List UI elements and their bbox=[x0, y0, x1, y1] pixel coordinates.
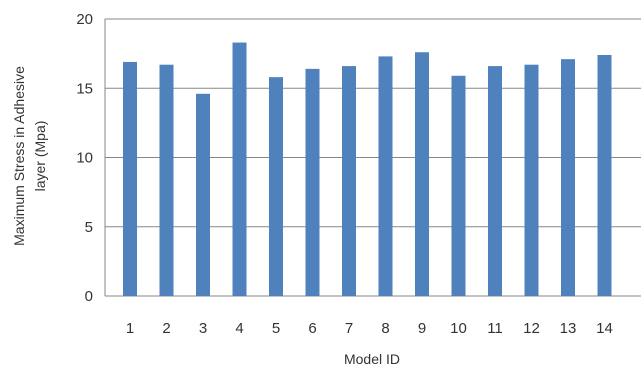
bar-model-9 bbox=[415, 52, 429, 296]
y-tick-label: 5 bbox=[85, 219, 93, 236]
x-tick-label: 14 bbox=[596, 320, 613, 337]
x-axis-title: Model ID bbox=[344, 351, 400, 367]
x-tick-label: 1 bbox=[126, 320, 134, 337]
bar-model-2 bbox=[159, 64, 174, 296]
bar-model-5 bbox=[269, 77, 283, 296]
x-tick-labels: 1 2 3 4 5 6 7 8 9 10 11 12 13 14 bbox=[126, 320, 613, 337]
y-tick-labels: 0 5 10 15 20 bbox=[76, 11, 93, 305]
gridlines bbox=[104, 18, 641, 297]
bar-model-10 bbox=[451, 75, 466, 296]
x-tick-label: 7 bbox=[345, 320, 353, 337]
bar-model-12 bbox=[524, 64, 539, 296]
y-tick-label: 0 bbox=[85, 288, 93, 305]
bars bbox=[123, 42, 612, 297]
y-axis-title-line-1: Maximum Stress in Adhesive bbox=[11, 66, 27, 246]
x-tick-label: 3 bbox=[199, 320, 207, 337]
bar-model-11 bbox=[488, 66, 502, 296]
bar-model-13 bbox=[561, 59, 575, 296]
bar-model-7 bbox=[342, 66, 356, 296]
x-tick-label: 2 bbox=[162, 320, 170, 337]
x-tick-label: 10 bbox=[450, 320, 467, 337]
bar-model-3 bbox=[196, 93, 210, 296]
bar-model-8 bbox=[378, 56, 393, 296]
y-axis-title-line-2: layer (Mpa) bbox=[32, 121, 48, 192]
x-tick-label: 13 bbox=[560, 320, 577, 337]
x-tick-label: 12 bbox=[523, 320, 540, 337]
x-tick-label: 6 bbox=[308, 320, 316, 337]
x-tick-label: 8 bbox=[381, 320, 389, 337]
bar-model-14 bbox=[597, 55, 612, 297]
bar-model-1 bbox=[123, 61, 137, 297]
x-tick-label: 11 bbox=[487, 320, 503, 337]
bar-model-4 bbox=[232, 42, 247, 296]
bar-model-6 bbox=[305, 68, 320, 296]
x-tick-label: 5 bbox=[272, 320, 280, 337]
x-tick-label: 9 bbox=[418, 320, 426, 337]
y-tick-label: 15 bbox=[76, 80, 93, 97]
y-tick-label: 10 bbox=[76, 150, 93, 167]
x-tick-label: 4 bbox=[235, 320, 243, 337]
y-tick-label: 20 bbox=[76, 11, 93, 28]
